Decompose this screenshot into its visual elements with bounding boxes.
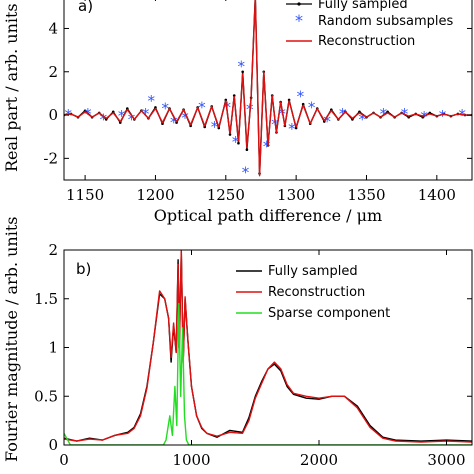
legend-a-reconstruction: Reconstruction (318, 34, 415, 49)
subsample-marker: * (198, 98, 206, 116)
subsample-marker: * (211, 118, 219, 136)
panel-a: * * * * * ** ** *************** * * * * * * * 1150 1200… (43, 0, 473, 225)
subsample-marker: * (263, 137, 271, 155)
y-tick-label: 0 (48, 106, 58, 124)
sample-point (83, 109, 87, 113)
sample-point (154, 106, 157, 109)
x-tick-label: 1150 (66, 186, 104, 204)
legend-a-star-icon: * (295, 11, 303, 30)
panel-b-label: b) (76, 260, 91, 278)
x-tick-label: 1400 (418, 186, 456, 204)
sample-point (386, 110, 389, 114)
sample-point (175, 121, 178, 124)
subsample-marker: * (181, 109, 189, 127)
sample-point (189, 124, 192, 128)
y-tick-label: 2 (48, 63, 58, 81)
panel-b-ylabel: Fourier magnitude / arb. units (2, 217, 21, 462)
subsample-marker: * (420, 108, 428, 126)
sample-point (287, 98, 291, 102)
y-tick-label: 1 (48, 339, 58, 357)
legend-b-sparse-component: Sparse component (268, 306, 390, 321)
sample-point (118, 121, 122, 124)
x-tick-label: 1250 (207, 186, 245, 204)
sample-point (224, 98, 228, 102)
series-line-b-reconstruction (64, 250, 472, 443)
sample-point (126, 107, 129, 110)
sample-point (245, 148, 249, 151)
y-tick-label: 0 (48, 436, 58, 454)
x-tick-label: 0 (59, 451, 69, 469)
subsample-marker: * (162, 99, 170, 117)
subsample-marker: * (359, 110, 367, 128)
sample-point (294, 126, 298, 130)
subsample-marker: * (238, 57, 246, 75)
subsample-marker: * (232, 133, 240, 151)
y-tick-label: -2 (43, 149, 58, 167)
sample-point (161, 122, 164, 126)
series-line-b-sparse-component (64, 302, 472, 445)
panel-a-xlabel: Optical path difference / μm (154, 206, 382, 225)
subsample-marker: * (308, 98, 316, 116)
x-tick-label: 3000 (427, 451, 465, 469)
subsample-marker: * (288, 120, 296, 138)
legend-a-fully-sampled: Fully sampled (318, 0, 408, 12)
x-tick-label: 1350 (347, 186, 385, 204)
sample-point (237, 141, 240, 145)
y-tick-label: 2 (48, 241, 58, 259)
series-line-a-reconstruction (64, 0, 472, 177)
y-tick-label: 0.5 (34, 387, 58, 405)
subsample-marker: * (297, 88, 305, 106)
legend-a-dot (297, 2, 301, 6)
sample-point (104, 118, 108, 121)
x-tick-label: 1000 (172, 451, 210, 469)
legend-a-random-subsamples: Random subsamples (318, 14, 453, 29)
sample-point (351, 118, 354, 121)
sample-point (228, 133, 232, 136)
sample-point (217, 126, 221, 130)
sample-point (301, 102, 305, 106)
subsample-marker: * (439, 107, 447, 125)
x-tick-label: 1300 (277, 186, 315, 204)
panel-a-legend: Fully sampled * Random subsamples Recons… (262, 0, 456, 54)
subsample-marker: * (323, 112, 331, 130)
panel-b: 0 1000 2000 3000 0 0.5 1 1.5 2 b) Fully sampled… (34, 241, 473, 469)
subsample-marker: * (118, 107, 126, 125)
subsample-marker: * (242, 163, 250, 181)
subsample-marker: * (223, 98, 231, 116)
subsample-marker: * (380, 105, 388, 123)
x-tick-label: 2000 (300, 451, 338, 469)
legend-b-fully-sampled: Fully sampled (268, 264, 358, 279)
panel-a-ylabel: Real part / arb. units (2, 3, 21, 172)
sample-point (241, 70, 244, 74)
sample-point (111, 110, 115, 114)
sample-point (322, 120, 326, 123)
sample-point (330, 108, 333, 111)
subsample-marker: * (128, 110, 136, 128)
legend-b-reconstruction: Reconstruction (268, 285, 365, 300)
panel-a-frame (63, 0, 473, 181)
subsample-marker: * (147, 92, 155, 110)
subsample-marker: * (170, 114, 178, 132)
sample-point (232, 94, 236, 97)
x-tick-label: 1200 (136, 186, 174, 204)
subsample-marker: * (142, 105, 150, 123)
subsample-marker: * (100, 110, 108, 128)
panel-a-label: a) (78, 0, 93, 15)
y-tick-label: 4 (48, 19, 58, 37)
y-tick-label: 1.5 (34, 290, 58, 308)
sample-point (358, 110, 361, 114)
sample-point (203, 125, 206, 129)
panel-b-legend: Fully sampled Reconstruction Sparse comp… (236, 258, 464, 324)
